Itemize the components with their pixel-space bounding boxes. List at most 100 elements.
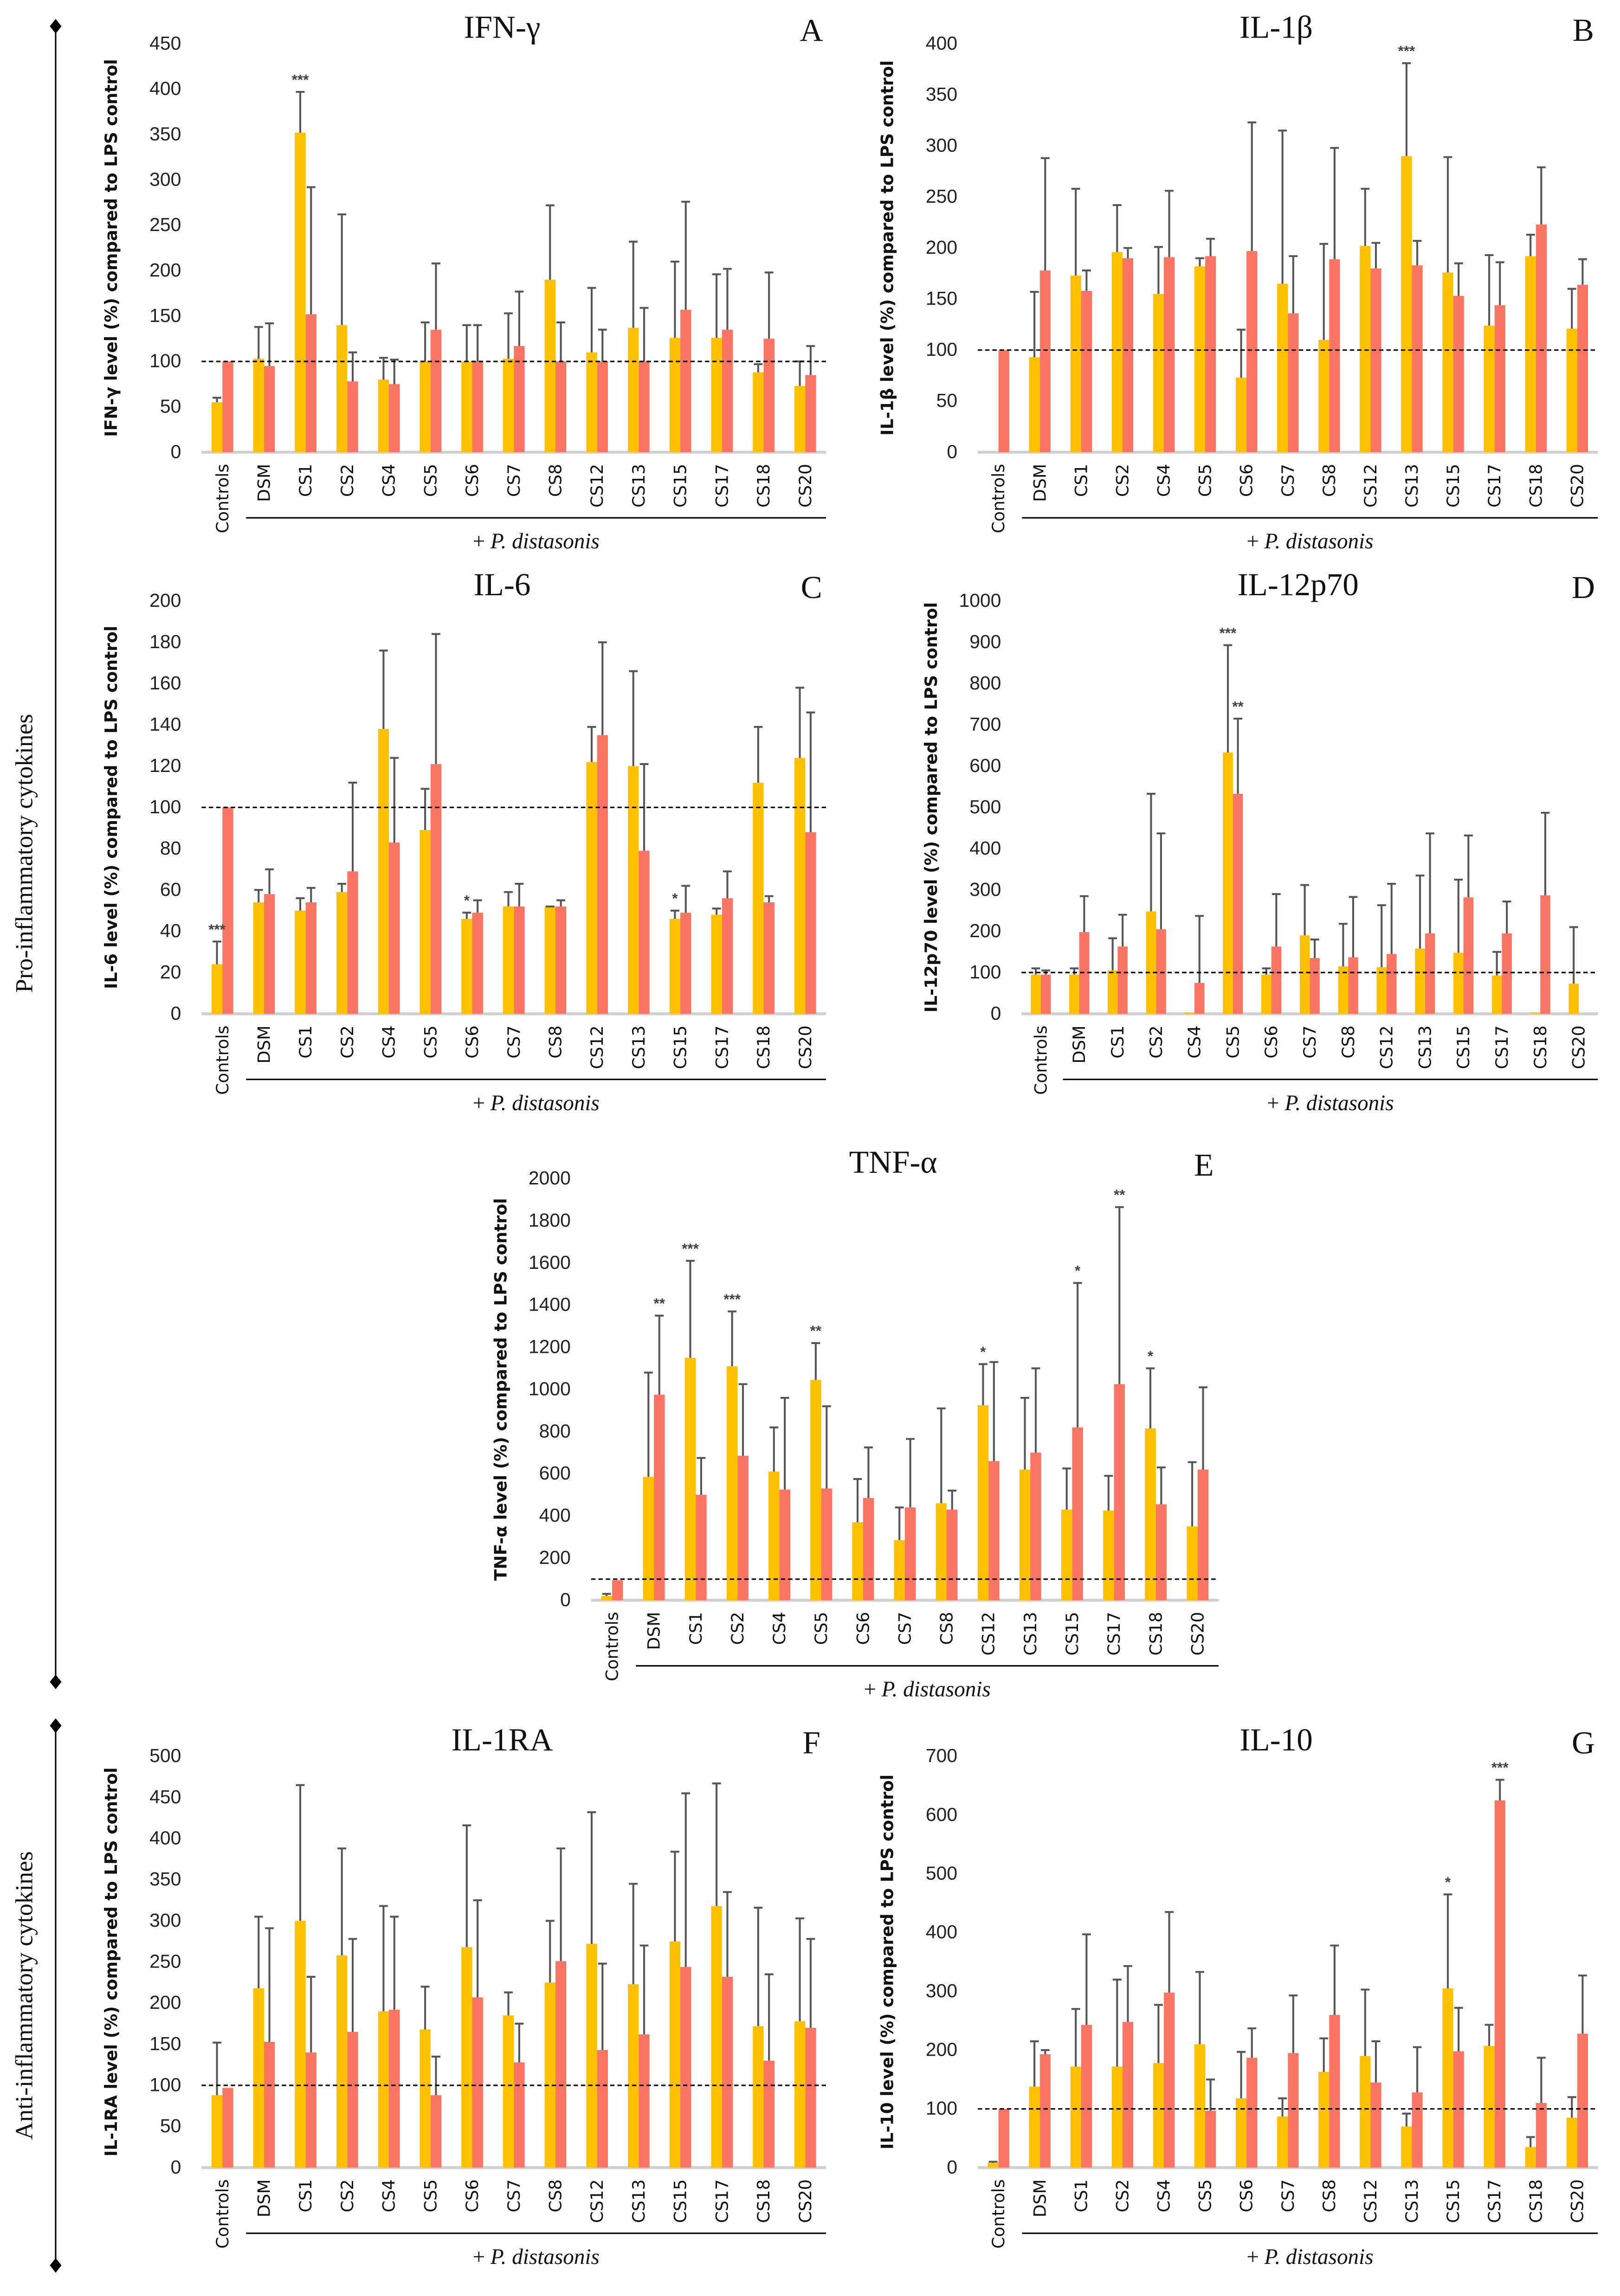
bar-series1-cs15	[1453, 952, 1464, 1014]
bar-series2-cs13	[639, 2034, 650, 2168]
bar-series2-cs15	[680, 913, 691, 1014]
x-tick-label: CS18	[1530, 1025, 1550, 1069]
bar-series1-cs18	[1525, 256, 1536, 452]
group-label-prefix: +	[473, 1091, 491, 1115]
x-tick-label: CS13	[1402, 464, 1422, 508]
y-tick-label: 40	[160, 920, 181, 941]
bar-series2-cs4	[1163, 257, 1175, 452]
x-tick-label: CS7	[504, 2179, 524, 2212]
side-label: Pro-inflammatory cytokines	[10, 714, 38, 993]
bar-series2-dsm	[264, 894, 275, 1014]
bar-series2-cs5	[1205, 2110, 1216, 2168]
x-tick-label: CS15	[1443, 2179, 1463, 2223]
y-tick-label: 1000	[529, 1378, 571, 1399]
y-tick-label: 350	[149, 1868, 181, 1890]
x-tick-label: CS20	[1567, 464, 1587, 508]
bar-series1-cs7	[894, 1540, 905, 1601]
x-tick-label: CS5	[1223, 1025, 1243, 1058]
y-tick-label: 0	[947, 2156, 957, 2178]
bar-series1-cs13	[628, 766, 639, 1014]
x-tick-label: CS1	[1108, 1025, 1128, 1058]
panel-letter: G	[1572, 1724, 1595, 1760]
y-tick-label: 500	[926, 1863, 957, 1884]
bar-series1-cs6	[1235, 378, 1247, 452]
y-tick-label: 50	[936, 390, 957, 411]
bar-series2-cs6	[472, 913, 483, 1014]
bar-series1-cs1	[1070, 275, 1081, 452]
x-tick-label: CS7	[1278, 464, 1298, 497]
bar-series2-cs2	[347, 871, 358, 1014]
group-label-species: P. distasonis	[490, 529, 600, 553]
bar-series1-cs15	[1442, 272, 1453, 452]
y-tick-label: 700	[969, 714, 1001, 735]
x-tick-label: CS15	[671, 1025, 691, 1069]
x-tick-label: CS2	[1112, 464, 1132, 497]
x-tick-label: Controls	[988, 464, 1008, 533]
bar-series2-cs20	[805, 2027, 816, 2168]
bar-series1-cs8	[544, 906, 555, 1014]
bar-series2-cs6	[472, 1997, 483, 2168]
group-label: + P. distasonis	[473, 2245, 600, 2269]
bar-series2-cs20	[805, 375, 816, 452]
significance-mark: **	[1232, 698, 1244, 714]
y-tick-label: 160	[149, 672, 181, 694]
y-tick-label: 350	[149, 123, 181, 145]
bar-series2-cs13	[1412, 265, 1423, 452]
significance-mark: ***	[208, 921, 226, 938]
bar-series2-cs5	[430, 329, 442, 452]
bar-series2-dsm	[264, 2041, 275, 2168]
bar-series2-cs8	[1329, 2014, 1340, 2168]
y-tick-label: 200	[149, 259, 181, 281]
significance-mark: **	[654, 1295, 665, 1312]
bar-series2-cs18	[1536, 224, 1547, 452]
x-tick-label: CS4	[1154, 2179, 1174, 2212]
bar-series1-cs13	[1401, 2126, 1412, 2168]
bar-series1-controls	[211, 964, 223, 1014]
chart-panel-b: IL-1β B IL-1β level (%) compared to LPS co…	[878, 9, 1598, 553]
bar-series1-cs20	[794, 758, 806, 1014]
side-label: Anti-inflammatory cytokines	[10, 1851, 38, 2140]
bar-series1-cs8	[936, 1503, 947, 1601]
bar-series2-cs4	[779, 1489, 790, 1601]
y-tick-label: 900	[969, 631, 1001, 652]
bar-series1-cs1	[295, 133, 306, 452]
bar-series1-cs15	[669, 1941, 681, 2168]
y-tick-label: 200	[539, 1547, 571, 1568]
bar-series2-controls	[998, 350, 1009, 452]
bar-series1-controls	[211, 2095, 223, 2168]
y-tick-label: 400	[149, 78, 181, 99]
group-label-prefix: +	[473, 2245, 491, 2269]
x-tick-label: CS7	[1300, 1025, 1320, 1058]
bar-series1-cs1	[684, 1357, 696, 1601]
bar-series1-cs5	[810, 1380, 821, 1601]
bar-series2-cs7	[1310, 958, 1320, 1014]
bar-series2-cs15	[1072, 1427, 1083, 1601]
x-tick-label: DSM	[644, 1612, 664, 1650]
bar-series2-cs7	[904, 1507, 916, 1601]
bar-series1-cs2	[336, 1955, 348, 2168]
x-tick-label: CS6	[1237, 464, 1257, 497]
bar-series1-cs5	[1223, 752, 1233, 1014]
bar-series1-cs17	[711, 1906, 722, 2168]
x-tick-label: DSM	[1030, 464, 1050, 502]
x-tick-label: Controls	[213, 2179, 232, 2248]
bar-series2-cs8	[1348, 957, 1358, 1014]
bar-series1-controls	[211, 402, 223, 452]
bar-series2-cs1	[1081, 290, 1092, 452]
x-tick-label: CS12	[587, 2179, 607, 2223]
bar-series2-cs13	[639, 850, 650, 1014]
panel-letter: C	[801, 569, 822, 605]
y-tick-label: 300	[926, 1980, 957, 2001]
bar-series2-cs5	[1233, 793, 1243, 1014]
bar-series1-cs20	[1566, 328, 1577, 452]
y-tick-label: 120	[149, 755, 181, 776]
bar-series1-cs7	[503, 2015, 514, 2168]
y-tick-label: 1600	[529, 1252, 571, 1273]
bar-series2-controls	[222, 361, 233, 452]
bar-series1-controls	[987, 2163, 999, 2168]
bar-series1-cs6	[852, 1522, 863, 1601]
bar-series1-cs15	[1061, 1509, 1072, 1601]
bar-series2-cs7	[1288, 313, 1299, 452]
x-tick-label: CS6	[1261, 1025, 1281, 1058]
bar-series1-cs7	[1277, 283, 1288, 452]
